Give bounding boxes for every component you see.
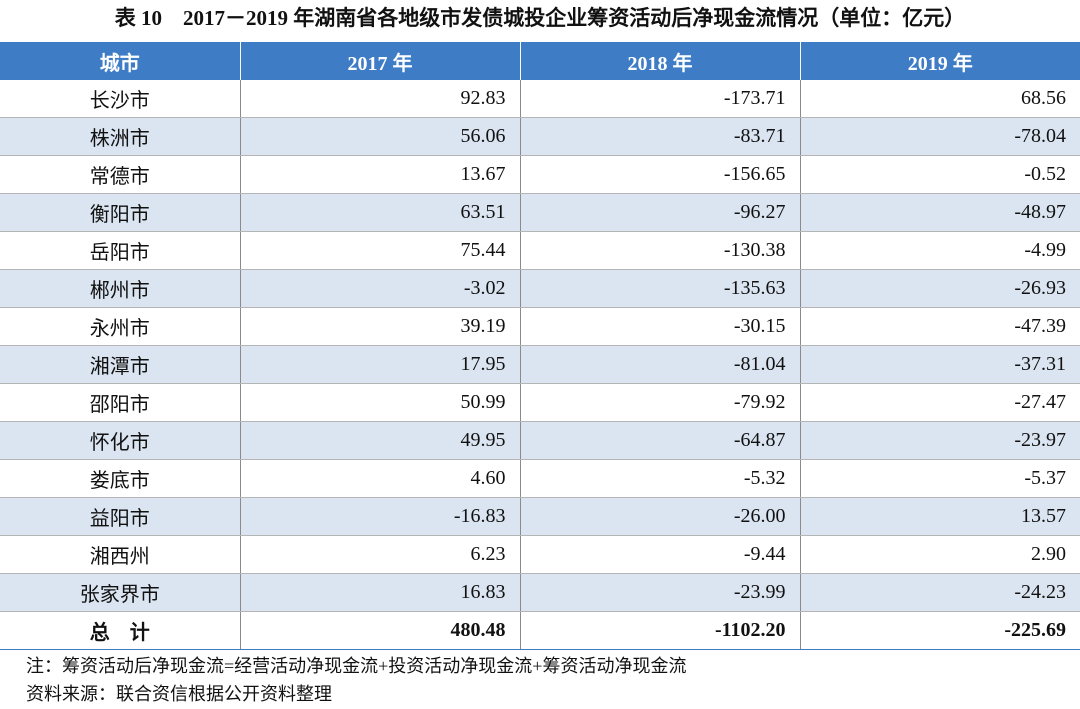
city-cell: 株洲市	[0, 117, 240, 156]
value-cell: -47.39	[799, 307, 1080, 346]
city-cell: 永州市	[0, 307, 240, 346]
table-row: 邵阳市 50.99 -79.92 -27.47	[0, 383, 1080, 422]
value-cell: -0.52	[799, 155, 1080, 194]
header-row: 城市 2017 年 2018 年 2019 年	[0, 42, 1080, 80]
value-cell: -81.04	[519, 345, 800, 384]
table-row: 娄底市 4.60 -5.32 -5.37	[0, 459, 1080, 498]
table-row: 长沙市 92.83 -173.71 68.56	[0, 80, 1080, 118]
value-cell: 49.95	[239, 421, 520, 460]
city-cell: 郴州市	[0, 269, 240, 308]
value-cell: 92.83	[239, 80, 520, 118]
header-cell: 城市	[0, 42, 240, 80]
city-cell: 常德市	[0, 155, 240, 194]
table-row: 益阳市 -16.83 -26.00 13.57	[0, 497, 1080, 536]
value-cell: -4.99	[799, 231, 1080, 270]
value-cell: 6.23	[239, 535, 520, 574]
city-cell: 邵阳市	[0, 383, 240, 422]
value-cell: -156.65	[519, 155, 800, 194]
header-cell: 2019 年	[799, 42, 1080, 80]
value-cell: 13.67	[239, 155, 520, 194]
value-cell: -26.00	[519, 497, 800, 536]
value-cell: -79.92	[519, 383, 800, 422]
table-body: 长沙市 92.83 -173.71 68.56 株洲市 56.06 -83.71 -78.04…	[0, 80, 1080, 650]
city-cell: 湘西州	[0, 535, 240, 574]
table-title: 表 10 2017－2019 年湖南省各地级市发债城投企业筹资活动后净现金流情况…	[114, 6, 966, 30]
value-cell: -5.37	[799, 459, 1080, 498]
value-cell: 2.90	[799, 535, 1080, 574]
table-row: 常德市 13.67 -156.65 -0.52	[0, 155, 1080, 194]
table-row: 湘西州 6.23 -9.44 2.90	[0, 535, 1080, 574]
table-row: 湘潭市 17.95 -81.04 -37.31	[0, 345, 1080, 384]
header-cell: 2018 年	[519, 42, 800, 80]
city-cell: 岳阳市	[0, 231, 240, 270]
table-row: 怀化市 49.95 -64.87 -23.97	[0, 421, 1080, 460]
value-cell: -16.83	[239, 497, 520, 536]
city-cell: 衡阳市	[0, 193, 240, 232]
city-cell: 益阳市	[0, 497, 240, 536]
total-row: 总 计 480.48 -1102.20 -225.69	[0, 611, 1080, 650]
table-row: 郴州市 -3.02 -135.63 -26.93	[0, 269, 1080, 308]
value-cell: 68.56	[799, 80, 1080, 118]
value-cell: -1102.20	[519, 611, 800, 650]
table-row: 衡阳市 63.51 -96.27 -48.97	[0, 193, 1080, 232]
value-cell: 480.48	[239, 611, 520, 650]
table-row: 永州市 39.19 -30.15 -47.39	[0, 307, 1080, 346]
value-cell: -64.87	[519, 421, 800, 460]
value-cell: -5.32	[519, 459, 800, 498]
value-cell: -173.71	[519, 80, 800, 118]
value-cell: -30.15	[519, 307, 800, 346]
value-cell: -78.04	[799, 117, 1080, 156]
value-cell: 39.19	[239, 307, 520, 346]
city-cell: 张家界市	[0, 573, 240, 612]
city-cell: 长沙市	[0, 80, 240, 118]
source-note: 资料来源：联合资信根据公开资料整理	[26, 684, 332, 704]
value-cell: 56.06	[239, 117, 520, 156]
value-cell: -225.69	[799, 611, 1080, 650]
data-table: 城市 2017 年 2018 年 2019 年 长沙市 92.83 -173.71 68.5…	[0, 42, 1080, 650]
value-cell: -130.38	[519, 231, 800, 270]
city-cell: 总 计	[0, 611, 240, 650]
value-cell: -3.02	[239, 269, 520, 308]
value-cell: 75.44	[239, 231, 520, 270]
value-cell: -23.97	[799, 421, 1080, 460]
value-cell: -135.63	[519, 269, 800, 308]
value-cell: -9.44	[519, 535, 800, 574]
note: 注：筹资活动后净现金流=经营活动净现金流+投资活动净现金流+筹资活动净现金流	[26, 656, 687, 676]
value-cell: 17.95	[239, 345, 520, 384]
value-cell: -37.31	[799, 345, 1080, 384]
header-cell: 2017 年	[239, 42, 520, 80]
value-cell: -26.93	[799, 269, 1080, 308]
value-cell: -23.99	[519, 573, 800, 612]
value-cell: 63.51	[239, 193, 520, 232]
value-cell: -24.23	[799, 573, 1080, 612]
value-cell: 50.99	[239, 383, 520, 422]
table-row: 株洲市 56.06 -83.71 -78.04	[0, 117, 1080, 156]
value-cell: 16.83	[239, 573, 520, 612]
value-cell: -83.71	[519, 117, 800, 156]
city-cell: 娄底市	[0, 459, 240, 498]
city-cell: 湘潭市	[0, 345, 240, 384]
value-cell: -48.97	[799, 193, 1080, 232]
value-cell: 13.57	[799, 497, 1080, 536]
value-cell: -27.47	[799, 383, 1080, 422]
value-cell: -96.27	[519, 193, 800, 232]
table-row: 张家界市 16.83 -23.99 -24.23	[0, 573, 1080, 612]
table-row: 岳阳市 75.44 -130.38 -4.99	[0, 231, 1080, 270]
value-cell: 4.60	[239, 459, 520, 498]
city-cell: 怀化市	[0, 421, 240, 460]
